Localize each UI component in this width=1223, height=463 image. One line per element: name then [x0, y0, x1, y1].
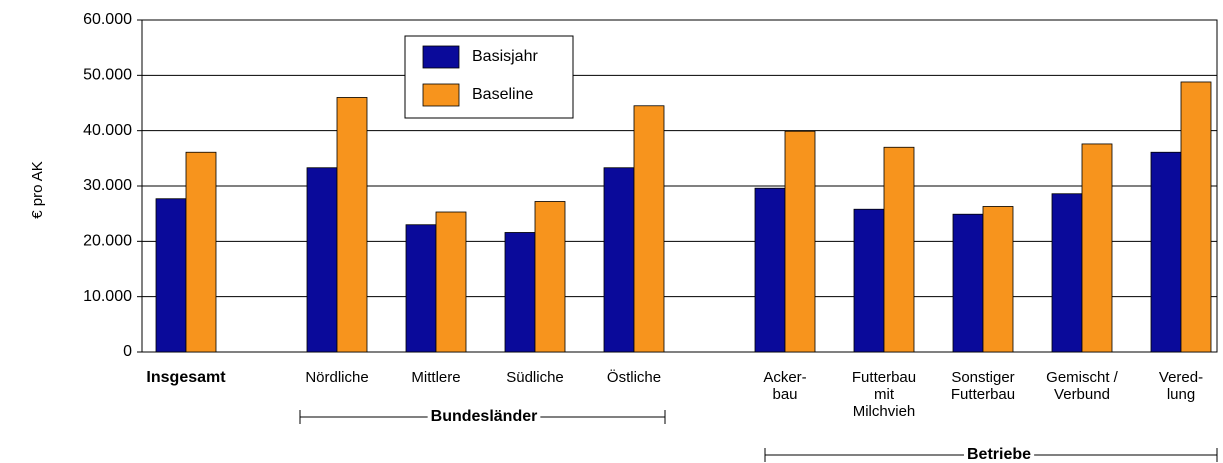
bar: [534, 201, 566, 353]
legend-label: Baseline: [472, 86, 533, 103]
x-tick-label: Futterbau mit Milchvieh: [852, 369, 916, 420]
label-bg: [427, 408, 541, 426]
x-tick-label: Östliche: [607, 368, 661, 386]
y-tick-label: 50.000: [83, 67, 132, 84]
label-bg: [963, 446, 1035, 463]
y-tick-label: 30.000: [83, 177, 132, 194]
bar: [633, 105, 665, 353]
x-tick-label: Südliche: [506, 369, 564, 386]
bar: [784, 130, 816, 353]
y-axis-label: € pro AK: [29, 161, 46, 219]
bar: [883, 146, 915, 353]
x-tick-label: Insgesamt: [146, 369, 226, 386]
plot-border: [141, 19, 1218, 353]
bar: [405, 224, 437, 353]
y-tick-label: 10.000: [83, 288, 132, 305]
y-tick-label: 20.000: [83, 233, 132, 250]
bar: [155, 198, 187, 353]
x-tick-label: Gemischt / Verbund: [1046, 369, 1119, 403]
group-label: Bundesländer: [431, 408, 538, 425]
bar: [435, 211, 467, 353]
legend-swatch: [422, 83, 460, 107]
y-tick-label: 60.000: [83, 11, 132, 28]
bar: [185, 151, 217, 353]
bar: [1081, 143, 1113, 353]
y-tick-label: 0: [123, 343, 132, 360]
x-tick-label: Mittlere: [411, 369, 460, 386]
x-tick-label: Vered-lung: [1159, 369, 1203, 403]
bar: [1051, 193, 1083, 353]
bar: [952, 213, 984, 353]
x-tick-label: Sonstiger Futterbau: [951, 369, 1015, 403]
x-tick-label: Acker-bau: [763, 369, 806, 403]
bar: [306, 167, 338, 353]
bar: [336, 97, 368, 353]
group-label: Betriebe: [967, 446, 1031, 463]
x-tick-label: Nördliche: [305, 369, 368, 386]
legend-label: Basisjahr: [472, 48, 538, 65]
bar: [504, 232, 536, 353]
legend-swatch: [422, 45, 460, 69]
bar: [1180, 81, 1212, 353]
bar: [853, 208, 885, 353]
bar: [1150, 151, 1182, 353]
bar: [982, 206, 1014, 353]
bar: [754, 187, 786, 353]
bar: [603, 167, 635, 353]
y-tick-label: 40.000: [83, 122, 132, 139]
